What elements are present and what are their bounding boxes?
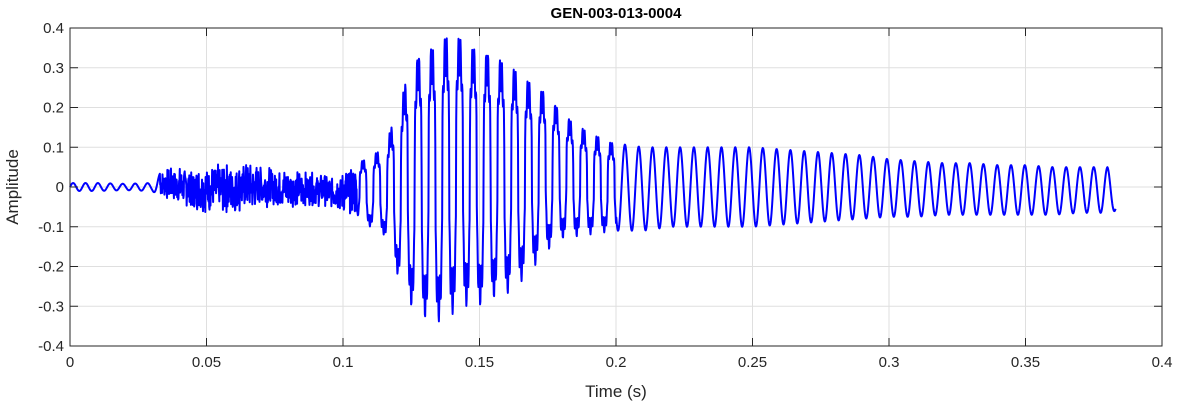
waveform-line: [69, 37, 1117, 323]
x-axis-title: Time (s): [585, 382, 647, 401]
x-tick-label: 0.05: [192, 354, 221, 371]
x-tick-label: 0: [66, 354, 74, 371]
x-tick-label: 0.2: [606, 354, 627, 371]
x-tick-label: 0.3: [879, 354, 900, 371]
y-tick-label: -0.2: [38, 259, 64, 276]
tick-marks: [69, 27, 1163, 347]
y-tick-label: -0.1: [38, 219, 64, 236]
y-tick-label: 0.4: [43, 20, 64, 37]
y-tick-label: -0.3: [38, 298, 64, 315]
x-tick-label: 0.25: [738, 354, 767, 371]
x-tick-label: 0.1: [333, 354, 354, 371]
y-tick-label: 0.3: [43, 60, 64, 77]
y-tick-label: 0: [56, 179, 64, 196]
x-tick-label: 0.35: [1011, 354, 1040, 371]
y-tick-label: 0.2: [43, 100, 64, 117]
x-tick-labels: 0 0.05 0.1 0.15 0.2 0.25 0.3 0.35 0.4: [66, 354, 1173, 371]
y-tick-label: 0.1: [43, 139, 64, 156]
x-tick-label: 0.15: [465, 354, 494, 371]
x-tick-label: 0.4: [1152, 354, 1173, 371]
data-layer: [69, 37, 1117, 323]
y-tick-labels: 0.4 0.3 0.2 0.1 0 -0.1 -0.2 -0.3 -0.4: [38, 20, 64, 355]
y-axis-title: Amplitude: [3, 149, 22, 225]
chart-title: GEN-003-013-0004: [551, 5, 683, 22]
y-tick-label: -0.4: [38, 338, 64, 355]
